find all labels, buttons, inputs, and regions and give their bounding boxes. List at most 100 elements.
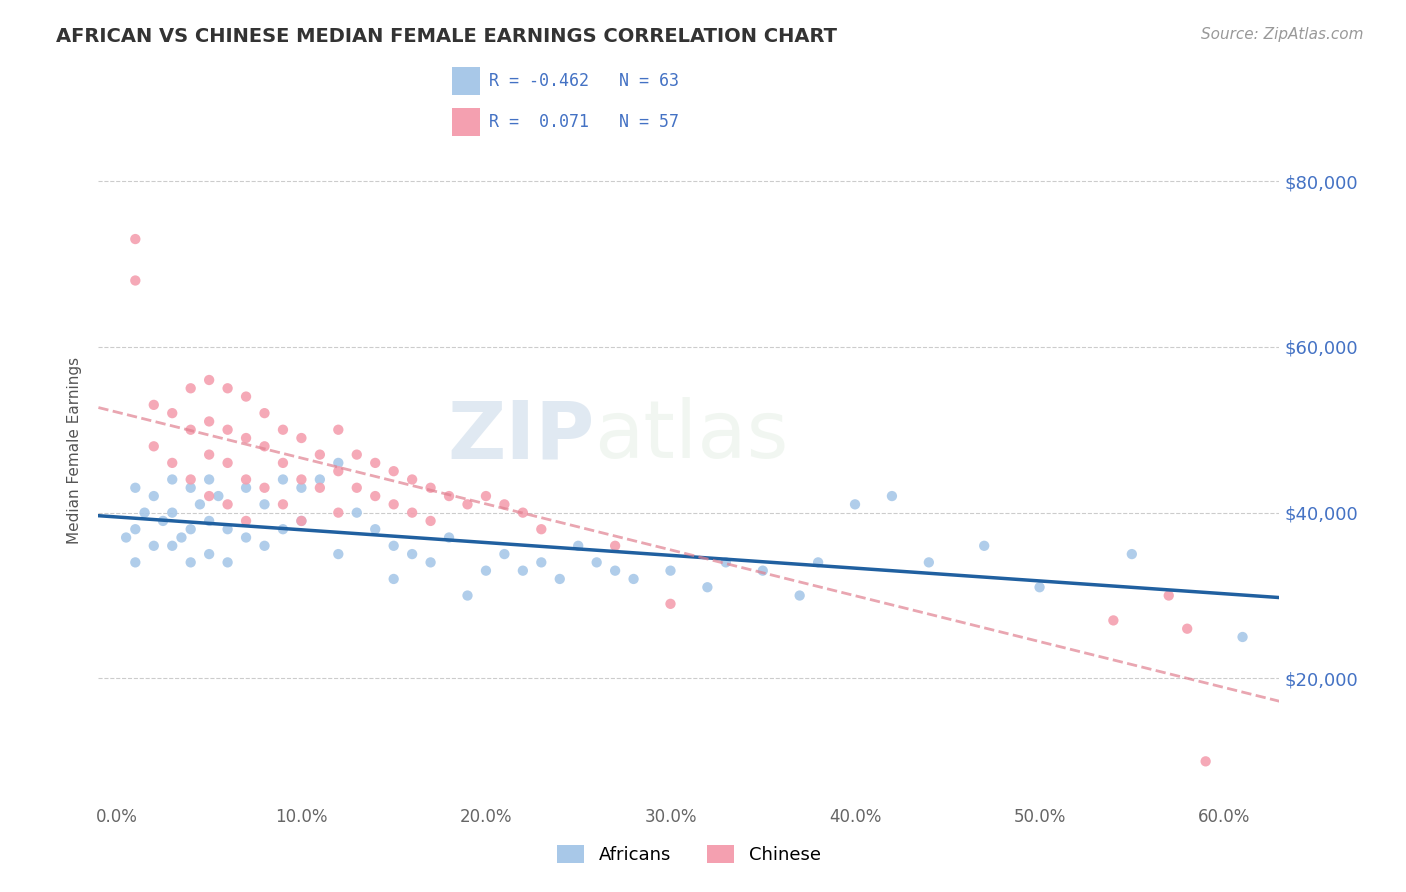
Point — [309, 448, 332, 462]
Point — [585, 555, 607, 569]
Point — [807, 555, 830, 569]
Point — [530, 522, 553, 536]
Point — [475, 489, 498, 503]
Point — [346, 506, 368, 520]
Point — [124, 273, 146, 287]
Point — [880, 489, 903, 503]
Point — [605, 539, 627, 553]
Point — [198, 489, 221, 503]
Point — [162, 539, 183, 553]
Point — [198, 448, 221, 462]
Point — [198, 473, 221, 487]
Point — [162, 506, 183, 520]
Point — [115, 531, 138, 545]
FancyBboxPatch shape — [453, 108, 479, 136]
Point — [659, 564, 682, 578]
Point — [605, 564, 627, 578]
Point — [142, 539, 165, 553]
Point — [162, 456, 183, 470]
Point — [235, 431, 257, 445]
Point — [401, 473, 423, 487]
Point — [328, 464, 350, 478]
Point — [494, 547, 516, 561]
Point — [346, 481, 368, 495]
Point — [271, 522, 294, 536]
Point — [328, 506, 350, 520]
Point — [253, 406, 276, 420]
Point — [198, 547, 221, 561]
Point — [142, 489, 165, 503]
Point — [124, 522, 146, 536]
Point — [1175, 622, 1198, 636]
Point — [512, 564, 534, 578]
Point — [973, 539, 995, 553]
Point — [494, 497, 516, 511]
Point — [382, 464, 405, 478]
Point — [217, 497, 239, 511]
Point — [918, 555, 941, 569]
Point — [567, 539, 589, 553]
Point — [290, 481, 312, 495]
Text: atlas: atlas — [595, 397, 789, 475]
Point — [530, 555, 553, 569]
Point — [235, 514, 257, 528]
Point — [170, 531, 193, 545]
Point — [1232, 630, 1254, 644]
Y-axis label: Median Female Earnings: Median Female Earnings — [67, 357, 83, 544]
Point — [1028, 580, 1050, 594]
Point — [1157, 589, 1180, 603]
Point — [162, 473, 183, 487]
Point — [844, 497, 866, 511]
Point — [328, 423, 350, 437]
Point — [382, 572, 405, 586]
Point — [271, 423, 294, 437]
Point — [382, 539, 405, 553]
Point — [382, 497, 405, 511]
Point — [419, 514, 441, 528]
Point — [217, 522, 239, 536]
Point — [235, 481, 257, 495]
Point — [253, 539, 276, 553]
Point — [188, 497, 211, 511]
Point — [1102, 614, 1125, 628]
Point — [457, 589, 479, 603]
Point — [217, 423, 239, 437]
Point — [419, 481, 441, 495]
Point — [290, 514, 312, 528]
Point — [180, 522, 202, 536]
Legend: Africans, Chinese: Africans, Chinese — [550, 838, 828, 871]
Point — [290, 473, 312, 487]
Point — [328, 456, 350, 470]
Point — [235, 531, 257, 545]
Point — [180, 555, 202, 569]
Text: R = -0.462   N = 63: R = -0.462 N = 63 — [489, 72, 679, 90]
Point — [290, 514, 312, 528]
Point — [309, 473, 332, 487]
Point — [696, 580, 718, 594]
Point — [207, 489, 229, 503]
Point — [271, 473, 294, 487]
Point — [548, 572, 571, 586]
Point — [457, 497, 479, 511]
Point — [217, 381, 239, 395]
Point — [180, 423, 202, 437]
Point — [789, 589, 811, 603]
Point — [419, 555, 441, 569]
Text: AFRICAN VS CHINESE MEDIAN FEMALE EARNINGS CORRELATION CHART: AFRICAN VS CHINESE MEDIAN FEMALE EARNING… — [56, 27, 837, 45]
Point — [364, 489, 387, 503]
Point — [180, 481, 202, 495]
Point — [328, 547, 350, 561]
Point — [290, 431, 312, 445]
Point — [401, 547, 423, 561]
Point — [180, 473, 202, 487]
Point — [253, 439, 276, 453]
Point — [401, 506, 423, 520]
Point — [162, 406, 183, 420]
Point — [659, 597, 682, 611]
Point — [124, 555, 146, 569]
Point — [1121, 547, 1143, 561]
Point — [180, 381, 202, 395]
Text: Source: ZipAtlas.com: Source: ZipAtlas.com — [1201, 27, 1364, 42]
Point — [198, 514, 221, 528]
Point — [217, 555, 239, 569]
